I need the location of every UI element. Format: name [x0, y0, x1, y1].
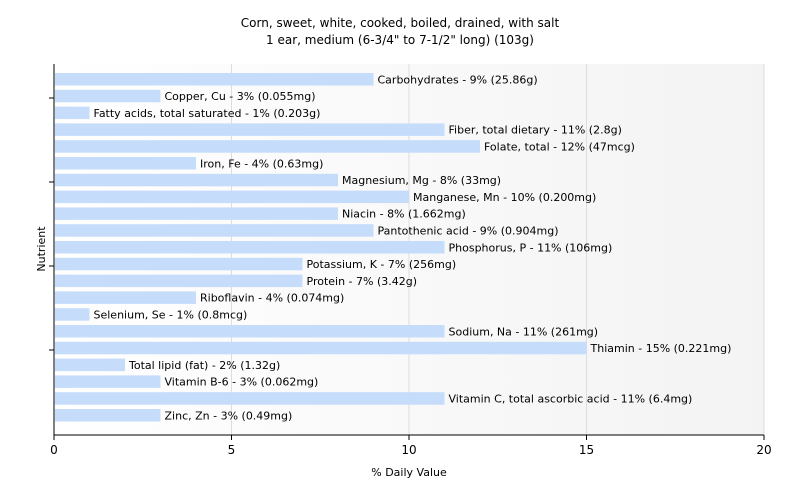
x-tick-label: 20 — [756, 443, 771, 457]
bar-data-label: Thiamin - 15% (0.221mg) — [590, 342, 732, 355]
bar-data-label: Selenium, Se - 1% (0.8mcg) — [94, 308, 248, 321]
chart-title: Corn, sweet, white, cooked, boiled, drai… — [241, 16, 560, 30]
bar-data-label: Sodium, Na - 11% (261mg) — [449, 325, 599, 338]
tick-labels: 0 5 10 15 20 — [50, 443, 771, 457]
bar — [55, 190, 409, 204]
bar — [55, 409, 161, 422]
bar — [55, 207, 338, 220]
bar — [55, 73, 374, 86]
axes — [49, 64, 765, 440]
bar-data-label: Copper, Cu - 3% (0.055mg) — [165, 90, 316, 103]
bar — [55, 157, 196, 170]
bar-data-label: Vitamin C, total ascorbic acid - 11% (6.… — [449, 392, 693, 405]
bar — [55, 106, 90, 120]
bar-data-label: Fiber, total dietary - 11% (2.8g) — [449, 124, 622, 137]
x-tick-label: 5 — [228, 443, 236, 457]
bar-data-label: Folate, total - 12% (47mcg) — [484, 140, 635, 153]
bar — [55, 392, 445, 405]
bar-data-label: Total lipid (fat) - 2% (1.32g) — [128, 359, 280, 372]
bar-data-label: Vitamin B-6 - 3% (0.062mg) — [165, 376, 319, 389]
bar — [55, 89, 161, 103]
x-tick-label: 10 — [401, 443, 416, 457]
x-tick-label: 15 — [579, 443, 594, 457]
bar-data-label: Fatty acids, total saturated - 1% (0.203… — [94, 107, 321, 120]
bar-data-label: Niacin - 8% (1.662mg) — [342, 208, 466, 221]
bar-data-label: Phosphorus, P - 11% (106mg) — [449, 241, 613, 254]
chart-subtitle: 1 ear, medium (6-3/4" to 7-1/2" long) (1… — [266, 33, 534, 47]
bar — [55, 291, 196, 304]
bar-data-label: Potassium, K - 7% (256mg) — [307, 258, 457, 271]
bar-data-label: Manganese, Mn - 10% (0.200mg) — [413, 191, 596, 204]
bar — [55, 123, 445, 136]
bar-data-label: Zinc, Zn - 3% (0.49mg) — [165, 409, 293, 422]
bar — [55, 375, 161, 388]
bar-data-label: Iron, Fe - 4% (0.63mg) — [200, 157, 323, 170]
bar — [55, 308, 90, 321]
bar — [55, 241, 445, 254]
bar — [55, 140, 480, 153]
bar-data-label: Carbohydrates - 9% (25.86g) — [378, 73, 538, 86]
y-axis-label: Nutrient — [35, 226, 48, 272]
bar-data-label: Protein - 7% (3.42g) — [307, 275, 418, 288]
x-tick-label: 0 — [50, 443, 58, 457]
bar — [55, 224, 374, 237]
bar — [55, 173, 338, 187]
bar-data-label: Magnesium, Mg - 8% (33mg) — [342, 174, 501, 187]
bars: Carbohydrates - 9% (25.86g) Copper, Cu - … — [55, 73, 731, 422]
bar — [55, 257, 303, 271]
bar-data-label: Riboflavin - 4% (0.074mg) — [200, 292, 344, 305]
bar-data-label: Pantothenic acid - 9% (0.904mg) — [378, 224, 559, 237]
bar — [55, 274, 303, 288]
bar — [55, 358, 125, 372]
x-axis-label: % Daily Value — [371, 466, 447, 479]
bar — [55, 325, 445, 338]
bar — [55, 341, 587, 355]
